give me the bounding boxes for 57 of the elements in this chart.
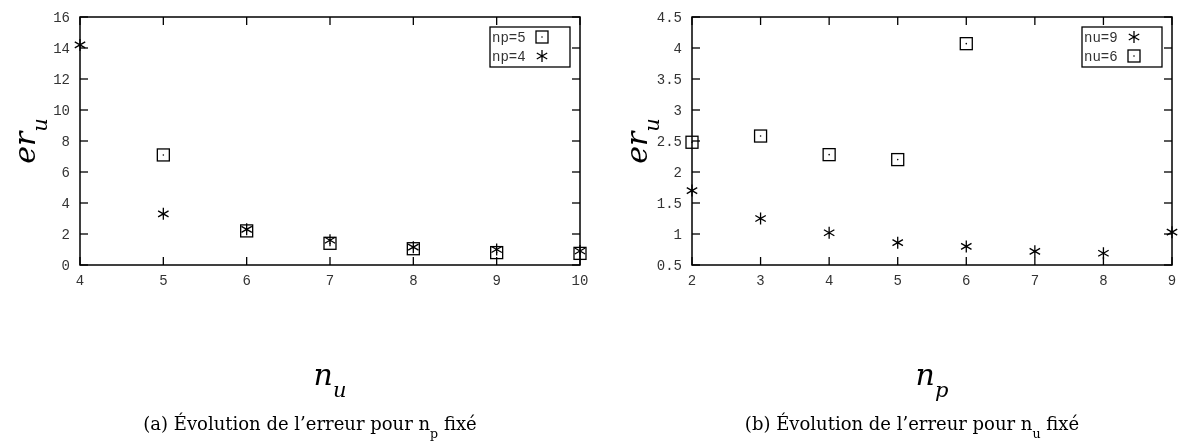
x-axis-title: n$_{p}$ <box>915 357 949 402</box>
y-tick-label: 0.5 <box>656 258 682 274</box>
y-tick-label: 4 <box>61 196 70 212</box>
y-tick-label: 4.5 <box>656 10 682 26</box>
x-tick-label: 4 <box>75 273 85 289</box>
y-tick-label: 8 <box>61 134 70 150</box>
text: (a) Évolution de l’erreur pour n$_{p}$ fixé <box>143 412 477 441</box>
y-tick-label: 2 <box>673 165 682 181</box>
legend-label: np=4 <box>492 49 526 65</box>
x-tick-label: 7 <box>325 273 335 289</box>
x-tick-label: 5 <box>159 273 168 289</box>
y-tick-label: 2.5 <box>656 134 682 150</box>
point <box>1097 246 1110 260</box>
x-tick-label: 5 <box>893 273 902 289</box>
x-tick-label: 2 <box>687 273 697 289</box>
point <box>1028 244 1041 259</box>
point <box>754 211 767 226</box>
legend-label: nu=6 <box>1084 49 1118 65</box>
x-tick-label: 3 <box>756 273 765 289</box>
legend-label: nu=9 <box>1084 30 1118 46</box>
x-tick-label: 8 <box>1099 273 1108 289</box>
point <box>891 236 904 250</box>
point <box>1166 225 1178 239</box>
y-tick-label: 0 <box>61 258 70 274</box>
y-tick-label: 3 <box>673 103 682 119</box>
point <box>74 38 86 52</box>
point <box>959 37 973 51</box>
y-tick-label: 2 <box>61 227 70 243</box>
x-tick-label: 9 <box>492 273 501 289</box>
point <box>753 129 768 143</box>
y-tick-label: 4 <box>673 41 682 57</box>
x-tick-label: 6 <box>962 273 971 289</box>
y-tick-label: 1 <box>673 227 682 243</box>
text: (b) Évolution de l’erreur pour n$_{u}$ fixé <box>744 412 1080 441</box>
y-tick-label: 1.5 <box>656 196 682 212</box>
x-tick-label: 8 <box>409 273 418 289</box>
point <box>157 207 170 221</box>
point <box>960 239 973 254</box>
x-tick-label: 6 <box>242 273 251 289</box>
point <box>156 148 170 162</box>
point <box>891 152 905 167</box>
y-tick-label: 14 <box>53 41 70 57</box>
x-tick-label: 7 <box>1030 273 1040 289</box>
point <box>686 183 698 198</box>
x-tick-label: 10 <box>571 273 589 289</box>
y-tick-label: 16 <box>53 10 70 26</box>
x-axis-title: n$_{u}$ <box>313 357 347 402</box>
legend-label: np=5 <box>492 30 526 46</box>
y-tick-label: 12 <box>53 72 70 88</box>
point <box>823 226 836 240</box>
y-tick-label: 6 <box>61 165 70 181</box>
y-tick-label: 3.5 <box>656 72 682 88</box>
point <box>685 135 699 149</box>
x-tick-label: 9 <box>1167 273 1177 289</box>
point <box>822 147 836 162</box>
y-tick-label: 10 <box>53 103 70 119</box>
x-tick-label: 4 <box>824 273 834 289</box>
